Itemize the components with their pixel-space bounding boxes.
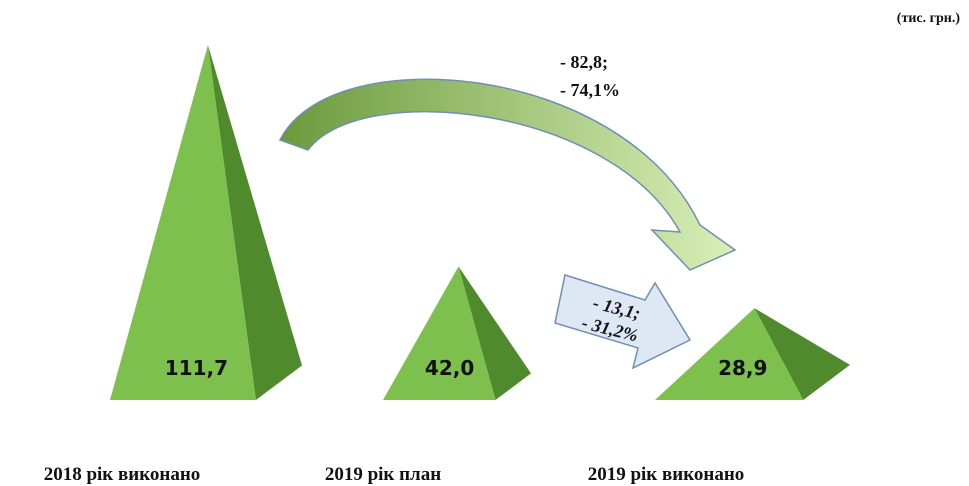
annotation-line: - 82,8; <box>560 52 608 72</box>
category-label: 2018 рік виконано <box>44 464 201 485</box>
value-label: 42,0 <box>425 356 474 380</box>
category-label: 2019 рік план <box>325 464 441 485</box>
value-label: 28,9 <box>718 356 767 380</box>
pyramid-side <box>754 308 850 400</box>
annotation: - 82,8; - 74,1% <box>560 52 620 100</box>
value-label: 111,7 <box>165 356 228 380</box>
straight-arrow <box>554 274 692 370</box>
curved-arrow <box>278 78 737 271</box>
annotation-line: - 74,1% <box>560 80 620 100</box>
pyramid-side <box>458 266 531 400</box>
pyramid-front <box>655 308 804 400</box>
pyramid-side <box>207 45 302 400</box>
pyramid-front <box>110 45 256 400</box>
category-label: 2019 рік виконано <box>588 464 745 485</box>
pyramid-front <box>383 266 496 400</box>
unit-label: (тис. грн.) <box>897 11 961 26</box>
